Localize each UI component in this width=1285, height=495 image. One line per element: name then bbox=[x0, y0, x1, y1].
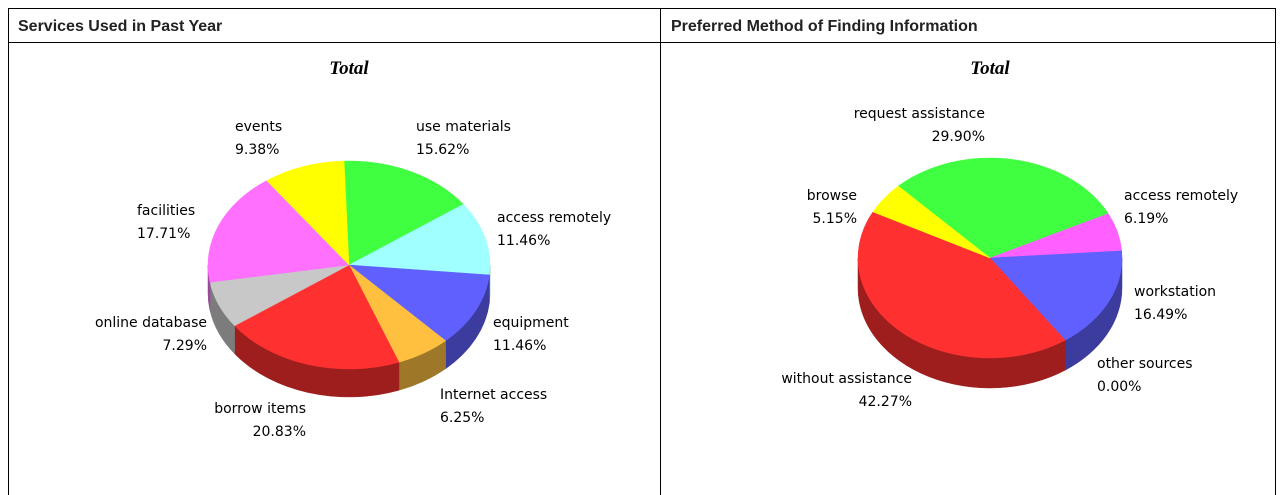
slice-top bbox=[989, 250, 1123, 341]
slice-value-label: 16.49% bbox=[1134, 307, 1187, 323]
slice-value-label: 9.38% bbox=[235, 142, 279, 158]
pie-slice bbox=[872, 185, 991, 259]
slice-label: request assistance bbox=[854, 106, 985, 122]
slice-value-label: 7.29% bbox=[163, 338, 207, 354]
slice-value-label: 29.90% bbox=[932, 129, 985, 145]
slice-top bbox=[234, 264, 400, 370]
slice-label: workstation bbox=[1134, 284, 1216, 300]
slice-top bbox=[348, 264, 490, 342]
column-header: Preferred Method of Finding Information bbox=[671, 18, 978, 35]
pie-slice bbox=[897, 157, 1109, 259]
chart-title: Total bbox=[329, 58, 369, 79]
slice-label: browse bbox=[807, 188, 857, 204]
slice-label: without assistance bbox=[781, 371, 912, 387]
pie-slice bbox=[343, 160, 464, 266]
table-lines bbox=[8, 8, 1276, 495]
slice-label: access remotely bbox=[1124, 188, 1238, 204]
slice-label: borrow items bbox=[214, 401, 306, 417]
slice-value-label: 6.25% bbox=[440, 410, 484, 426]
pie-slice bbox=[857, 211, 1066, 389]
chart-title: Total bbox=[970, 58, 1010, 79]
slice-value-label: 5.15% bbox=[813, 211, 857, 227]
slice-value-label: 20.83% bbox=[253, 424, 306, 440]
slice-value-label: 42.27% bbox=[859, 394, 912, 410]
slice-value-label: 15.62% bbox=[416, 142, 469, 158]
slice-top bbox=[207, 180, 350, 283]
pie-slice bbox=[266, 160, 350, 266]
slice-value-label: 11.46% bbox=[497, 233, 550, 249]
slice-top bbox=[897, 157, 1109, 259]
slice-top bbox=[872, 185, 991, 259]
slice-label: Internet access bbox=[440, 387, 547, 403]
slice-value-label: 17.71% bbox=[137, 226, 190, 242]
slice-label: use materials bbox=[416, 119, 511, 135]
slice-label: other sources bbox=[1097, 356, 1193, 372]
slice-value-label: 0.00% bbox=[1097, 379, 1141, 395]
slice-label: access remotely bbox=[497, 210, 611, 226]
column-header: Services Used in Past Year bbox=[18, 18, 222, 35]
slice-label: events bbox=[235, 119, 282, 135]
slice-value-label: 6.19% bbox=[1124, 211, 1168, 227]
slice-top bbox=[266, 160, 350, 266]
slice-label: online database bbox=[95, 315, 207, 331]
slice-label: facilities bbox=[137, 203, 195, 219]
slice-top bbox=[348, 203, 491, 276]
slice-label: equipment bbox=[493, 315, 569, 331]
pie-slice bbox=[207, 180, 350, 311]
slice-value-label: 11.46% bbox=[493, 338, 546, 354]
slice-top bbox=[857, 211, 1066, 359]
slice-top bbox=[343, 160, 464, 266]
